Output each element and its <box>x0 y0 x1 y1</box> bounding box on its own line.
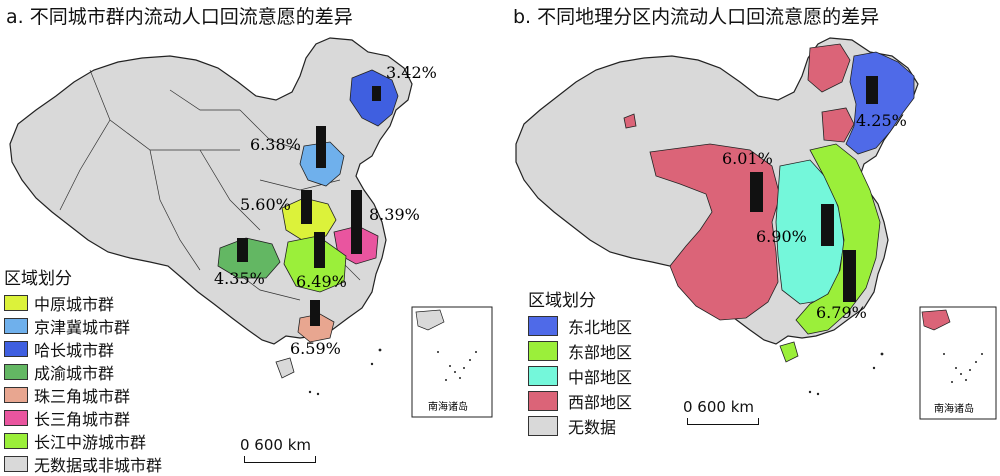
hainan-island-a <box>275 357 295 379</box>
a-legend-item: 珠三角城市群 <box>4 383 162 406</box>
a-legend-item: 京津冀城市群 <box>4 314 162 337</box>
islands-a <box>308 348 382 396</box>
region-west-north2 <box>821 107 855 143</box>
b-legend-swatch <box>528 340 558 361</box>
a-legend-label: 成渝城市群 <box>34 363 115 383</box>
panel-a-title: a. 不同城市群内流动人口回流意愿的差异 <box>6 6 353 28</box>
inset-label-b: 南海诸岛 <box>934 402 974 415</box>
region-west-north <box>807 43 851 93</box>
bar-east <box>843 250 856 302</box>
a-legend-swatch <box>4 409 28 426</box>
b-legend-item: 东部地区 <box>528 338 632 363</box>
legend-panel-b: 区域划分 东北地区东部地区中部地区西部地区无数据 <box>528 286 632 438</box>
a-legend-label: 长三角城市群 <box>34 409 131 429</box>
b-legend-label: 东部地区 <box>568 342 633 362</box>
legend-heading-a: 区域划分 <box>4 269 72 289</box>
a-legend-swatch <box>4 294 28 311</box>
a-legend-item: 长江中游城市群 <box>4 429 162 452</box>
bar-jingjinji <box>316 126 326 168</box>
b-legend-label: 中部地区 <box>568 367 633 387</box>
value-label-chengyu: 4.35% <box>214 269 265 288</box>
bar-changsanjiao <box>351 190 362 254</box>
scale-bar-a: 0 600 km <box>240 436 316 463</box>
a-legend-swatch <box>4 432 28 449</box>
bar-hachang <box>372 86 381 101</box>
legend-panel-a: 区域划分 中原城市群京津冀城市群 哈长城市群成渝城市群珠三角城市群 长三角城市群 长江… <box>4 264 162 475</box>
a-legend-label: 珠三角城市群 <box>34 386 131 406</box>
a-legend-item: 中原城市群 <box>4 291 162 314</box>
panel-a-map: 3.42% 6.38% 5.60% 8.39% 4.35% 6.49% 6.59… <box>9 37 493 418</box>
bar-west <box>750 172 763 212</box>
region-northeast <box>845 51 915 155</box>
value-label-west: 6.01% <box>722 149 773 168</box>
scale-line-b <box>687 418 759 425</box>
b-legend-item: 中部地区 <box>528 363 632 388</box>
value-label-changjiang: 6.49% <box>296 272 347 291</box>
a-legend-label: 长江中游城市群 <box>34 432 147 452</box>
value-label-central: 6.90% <box>756 227 807 246</box>
b-legend-label: 无数据 <box>568 417 617 437</box>
bar-zhusanjiao <box>310 300 320 326</box>
panel-b-map: 4.25% 6.01% 6.90% 6.79% 南海诸岛 <box>515 37 997 420</box>
bar-central <box>821 204 834 246</box>
b-legend-item: 东北地区 <box>528 313 632 338</box>
a-legend-item: 成渝城市群 <box>4 360 162 383</box>
a-legend-swatch <box>4 317 28 334</box>
islands-b <box>808 352 884 396</box>
value-label-jingjinji: 6.38% <box>250 135 301 154</box>
region-east <box>795 143 881 335</box>
bars-a <box>237 86 381 326</box>
b-legend-swatch <box>528 365 558 386</box>
inset-label-a: 南海诸岛 <box>428 400 468 413</box>
bar-changjiang <box>314 232 325 268</box>
value-label-zhongyuan: 5.60% <box>240 195 291 214</box>
a-legend-swatch <box>4 340 28 357</box>
a-legend-item: 无数据或非城市群 <box>4 452 162 475</box>
bar-northeast <box>866 76 878 104</box>
region-west <box>649 143 781 321</box>
scale-label-b: 0 600 km <box>683 398 755 416</box>
b-legend-item: 西部地区 <box>528 388 632 413</box>
a-legend-item: 哈长城市群 <box>4 337 162 360</box>
legend-heading-b: 区域划分 <box>528 291 596 311</box>
a-legend-swatch <box>4 455 28 472</box>
scale-label-a: 0 600 km <box>240 436 312 454</box>
bar-chengyu <box>237 238 248 262</box>
b-legend-item: 无数据 <box>528 413 632 438</box>
scale-bar-b: 0 600 km <box>683 398 759 425</box>
b-legend-label: 西部地区 <box>568 392 633 412</box>
value-label-zhusanjiao: 6.59% <box>290 339 341 358</box>
scale-line-a <box>244 456 316 463</box>
region-west-small <box>623 113 637 129</box>
bars-b <box>750 76 878 302</box>
a-legend-label: 无数据或非城市群 <box>34 455 163 475</box>
a-legend-swatch <box>4 386 28 403</box>
a-legend-label: 京津冀城市群 <box>34 317 131 337</box>
bar-zhongyuan <box>301 190 312 224</box>
region-chengyu <box>217 237 281 279</box>
b-legend-label: 东北地区 <box>568 317 633 337</box>
value-label-changsanjiao: 8.39% <box>369 205 420 224</box>
b-legend-swatch <box>528 415 558 436</box>
value-label-northeast: 4.25% <box>856 111 907 130</box>
a-legend-swatch <box>4 363 28 380</box>
panel-b-title: b. 不同地理分区内流动人口回流意愿的差异 <box>513 6 880 28</box>
a-legend-item: 长三角城市群 <box>4 406 162 429</box>
hainan-island-b <box>779 341 799 363</box>
inset-map-a: 南海诸岛 <box>411 306 493 418</box>
b-legend-swatch <box>528 390 558 411</box>
b-legend-swatch <box>528 315 558 336</box>
inset-map-b: 南海诸岛 <box>919 306 997 420</box>
value-label-east: 6.79% <box>816 303 867 322</box>
value-label-hachang: 3.42% <box>386 63 437 82</box>
a-legend-label: 哈长城市群 <box>34 340 115 360</box>
a-legend-label: 中原城市群 <box>34 294 115 314</box>
